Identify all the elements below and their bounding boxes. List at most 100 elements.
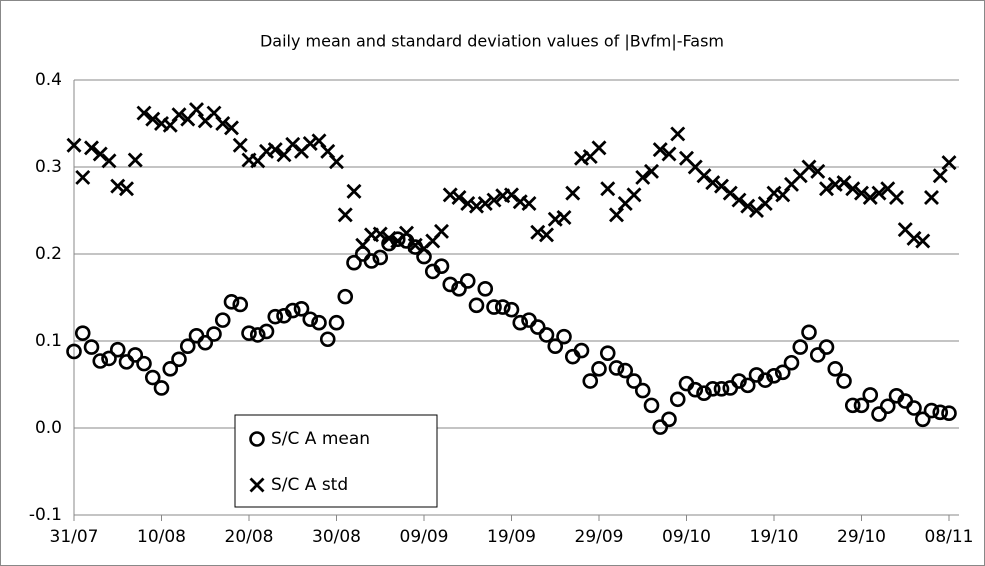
point-circle [232, 296, 249, 313]
point-x [171, 107, 187, 123]
point-x [941, 155, 957, 171]
point-circle [538, 327, 555, 343]
legend-marker [249, 431, 265, 447]
point-x [810, 163, 826, 179]
point-x [127, 152, 143, 168]
point-circle [704, 381, 721, 397]
point-circle [617, 362, 634, 379]
point-circle [591, 361, 607, 377]
point-circle [74, 325, 91, 341]
legend-marker [249, 477, 265, 493]
point-circle [818, 339, 835, 355]
point-circle [109, 341, 126, 358]
point-circle [739, 377, 756, 394]
point-x [915, 233, 931, 249]
point-circle [573, 342, 590, 359]
point-circle [127, 347, 144, 363]
x-tick-label: 09/09 [400, 527, 449, 547]
point-x [434, 223, 449, 239]
point-x [372, 226, 388, 242]
point-circle [214, 312, 231, 328]
point-x [644, 163, 659, 179]
x-tick-label: 30/08 [312, 527, 361, 547]
point-circle [547, 338, 564, 355]
point-circle [249, 327, 266, 343]
point-circle [827, 361, 844, 377]
point-x [705, 175, 721, 191]
point-circle [144, 369, 161, 386]
point-x [110, 178, 126, 194]
point-x [801, 159, 817, 175]
point-circle [328, 314, 345, 331]
point-x [556, 209, 572, 225]
point-x [565, 185, 581, 201]
point-circle [153, 380, 170, 396]
point-circle [871, 406, 887, 422]
point-x [189, 102, 204, 118]
x-tick-label: 31/07 [50, 527, 99, 547]
point-circle [774, 364, 791, 381]
point-circle [652, 419, 669, 435]
point-x [862, 189, 878, 205]
x-tick-label: 29/09 [575, 527, 624, 547]
point-circle [643, 397, 660, 414]
point-circle [906, 400, 922, 416]
point-x [889, 189, 904, 205]
legend-box [234, 414, 438, 508]
point-circle [258, 323, 275, 340]
point-circle [853, 397, 870, 414]
point-circle [179, 338, 196, 355]
point-x [740, 198, 756, 214]
point-circle [197, 334, 214, 351]
y-tick-label: 0.4 [35, 70, 62, 90]
point-x [460, 196, 476, 212]
point-x [407, 237, 423, 253]
point-circle [223, 294, 240, 310]
point-x [337, 207, 353, 223]
x-tick-label: 29/10 [837, 527, 886, 547]
point-x [924, 189, 939, 205]
point-x [381, 230, 397, 246]
point-circle [862, 387, 879, 403]
point-x [346, 183, 362, 199]
point-circle [879, 398, 896, 415]
point-circle [337, 288, 354, 305]
point-x [609, 207, 624, 223]
point-circle [101, 350, 117, 367]
point-x [486, 192, 502, 208]
point-circle [363, 253, 380, 269]
point-circle [844, 397, 861, 414]
point-circle [731, 373, 747, 389]
point-x [477, 196, 493, 212]
point-circle [267, 308, 284, 325]
point-circle [136, 355, 152, 372]
point-x [329, 154, 344, 170]
point-circle [459, 273, 476, 289]
point-circle [626, 373, 642, 389]
point-x [399, 225, 414, 241]
point-circle [836, 373, 852, 389]
y-tick-label: 0.2 [35, 244, 62, 264]
legend-label: S/C A mean [271, 429, 370, 449]
point-circle [941, 405, 957, 422]
point-x [845, 181, 861, 197]
point-circle [792, 339, 809, 355]
point-x [836, 175, 852, 191]
point-x [635, 169, 651, 185]
point-circle [162, 361, 179, 377]
point-circle [293, 301, 310, 317]
point-circle [766, 367, 782, 384]
point-circle [206, 326, 222, 342]
point-x [232, 137, 248, 153]
point-circle [468, 297, 485, 314]
point-circle [442, 276, 459, 293]
point-x [267, 142, 283, 158]
point-x [84, 140, 99, 156]
legend-label: S/C A std [271, 475, 348, 495]
point-circle [83, 339, 100, 355]
point-circle [661, 411, 677, 428]
point-x [136, 105, 152, 121]
y-tick-label: 0.0 [35, 418, 62, 438]
